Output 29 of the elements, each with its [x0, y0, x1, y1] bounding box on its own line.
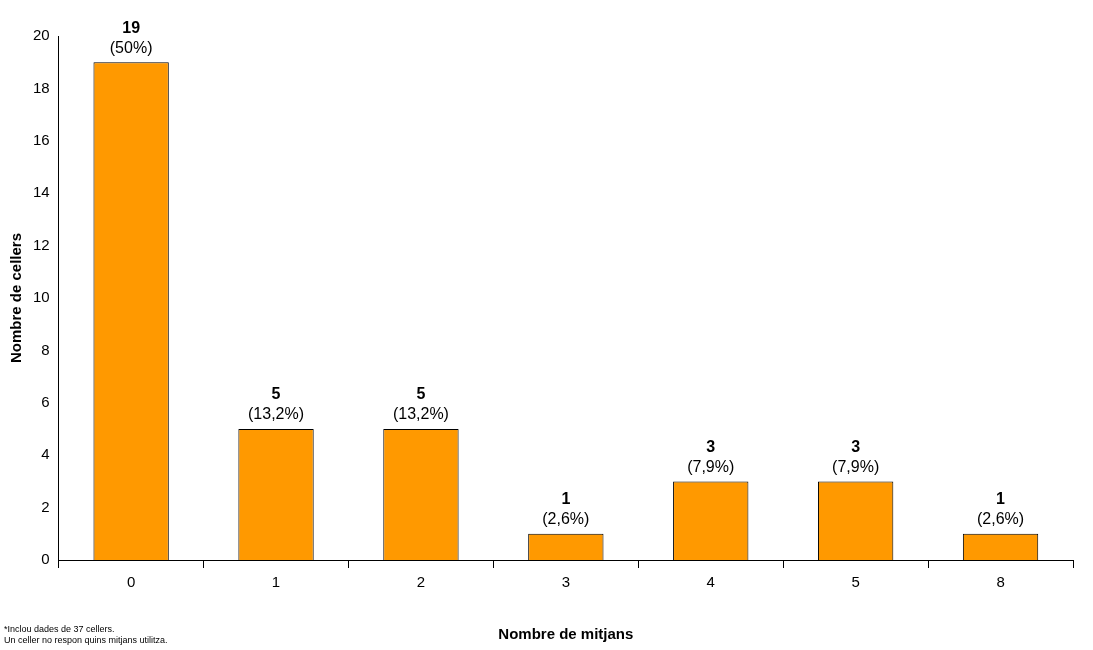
y-tick-label: 12 — [33, 235, 50, 253]
x-tick-label: 8 — [996, 573, 1005, 591]
data-label: 1 (2,6%) — [976, 490, 1025, 528]
y-tick-label: 0 — [41, 550, 50, 568]
y-tick-label: 8 — [41, 340, 50, 358]
x-tick-label: 4 — [706, 573, 715, 591]
y-tick-label: 6 — [41, 392, 50, 410]
x-tick-label: 2 — [416, 573, 426, 591]
y-axis-title: Nombre de cellers — [7, 232, 25, 364]
data-label: 5 (13,2%) — [392, 385, 449, 423]
x-tick-label: 1 — [271, 573, 281, 591]
text: Un celler no respon quins mitjans utilitza. — [4, 635, 168, 646]
data-label: 5 (13,2%) — [248, 385, 305, 423]
x-tick-label: 0 — [126, 573, 136, 591]
x-tick-label: 3 — [561, 573, 571, 591]
x-axis-title: Nombre de mitjans — [498, 625, 634, 643]
data-label: 19 (50%) — [109, 18, 153, 56]
y-tick-label: 18 — [33, 78, 50, 96]
x-tick-label: 5 — [851, 573, 860, 591]
text: *Inclou dades de 37 cellers. — [4, 624, 116, 635]
y-tick-label: 16 — [33, 130, 50, 148]
data-label: 1 (2,6%) — [542, 490, 590, 528]
y-tick-label: 10 — [33, 288, 50, 306]
y-tick-label: 2 — [41, 497, 50, 515]
y-tick-label: 20 — [33, 26, 50, 44]
data-label: 3 (7,9%) — [687, 437, 735, 475]
y-tick-label: 4 — [41, 445, 50, 463]
data-label: 3 (7,9%) — [832, 437, 880, 475]
y-tick-label: 14 — [33, 183, 50, 201]
